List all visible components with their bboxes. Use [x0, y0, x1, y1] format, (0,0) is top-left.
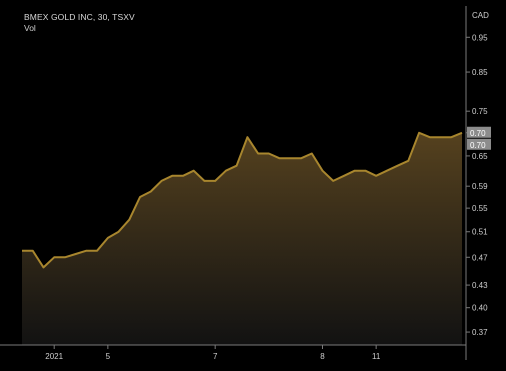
currency-label: CAD: [472, 11, 489, 20]
y-tick-label: 0.40: [472, 304, 488, 313]
y-tick-label: 0.95: [472, 33, 488, 42]
y-axis-ticks: 0.95 0.85 0.75 0.70 0.65 0.59 0.55 0.51 0.47 0.43…: [466, 33, 488, 337]
y-tick-label: 0.55: [472, 204, 488, 213]
x-tick-label: 8: [320, 352, 325, 361]
last-price-tags: 0.70 0.70: [467, 126, 491, 150]
y-tick-label: 0.75: [472, 107, 488, 116]
last-price-label: 0.70: [470, 129, 486, 138]
y-tick-label: 0.37: [472, 328, 488, 337]
chart-title: BMEX GOLD INC, 30, TSXV: [24, 12, 135, 22]
x-tick-label: 7: [213, 352, 218, 361]
x-tick-label: 2021: [45, 352, 63, 361]
price-line: [22, 131, 463, 269]
x-tick-label: 5: [106, 352, 111, 361]
x-tick-label: 11: [372, 352, 381, 361]
x-axis-ticks: 2021 5 7 8 11: [45, 345, 381, 361]
y-tick-label: 0.85: [472, 68, 488, 77]
y-tick-label: 0.43: [472, 281, 488, 290]
y-tick-label: 0.51: [472, 228, 488, 237]
last-price-tag: [467, 138, 491, 150]
volume-label: Vol: [24, 23, 36, 33]
y-tick-label: 0.47: [472, 253, 488, 262]
y-tick-label: 0.65: [472, 152, 488, 161]
plot-area: [22, 131, 463, 345]
price-area-fill: [22, 132, 462, 345]
last-price-tag: [467, 126, 491, 138]
last-price-label: 0.70: [470, 141, 486, 150]
y-tick-label: 0.59: [472, 182, 488, 191]
